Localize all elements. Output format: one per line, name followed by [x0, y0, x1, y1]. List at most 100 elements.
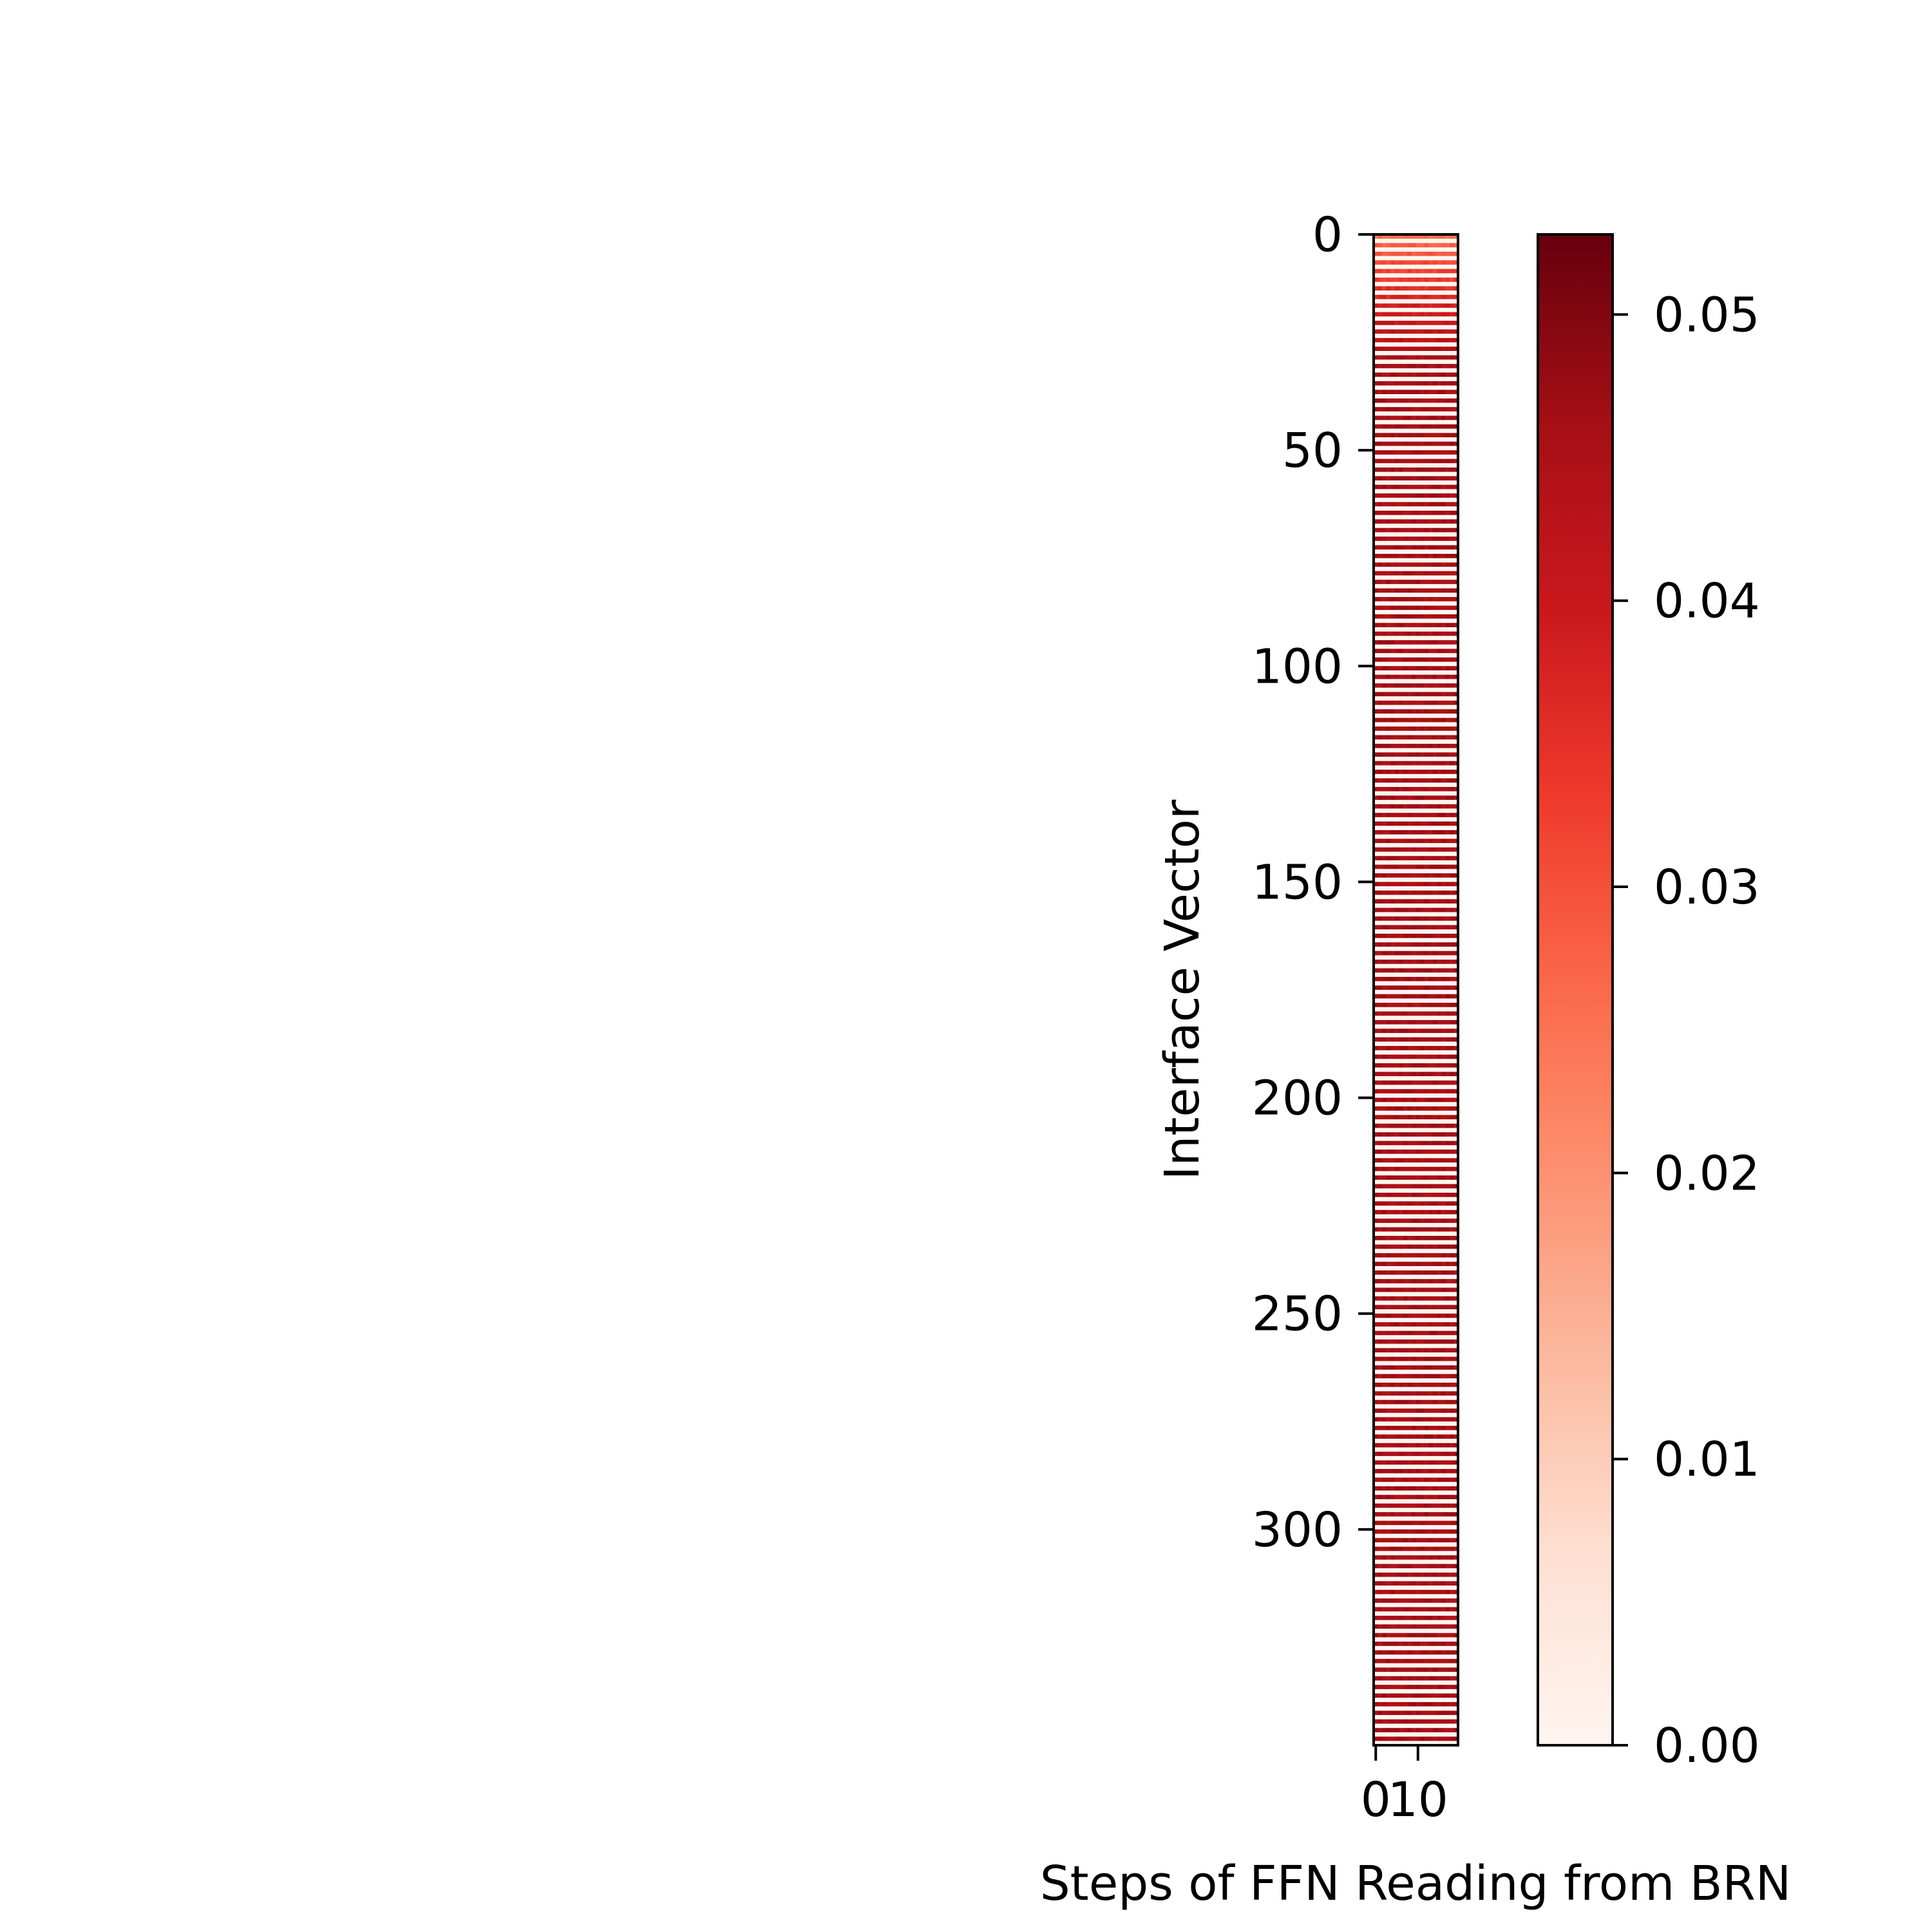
heatmap-cell — [1399, 493, 1404, 498]
heatmap-cell — [1378, 1033, 1383, 1038]
heatmap-cell — [1445, 1296, 1450, 1302]
heatmap-cell — [1399, 450, 1404, 455]
heatmap-cell — [1394, 1050, 1399, 1056]
heatmap-cell — [1411, 424, 1417, 430]
heatmap-cell — [1407, 415, 1412, 421]
heatmap-cell — [1411, 636, 1417, 641]
heatmap-cell — [1424, 592, 1429, 598]
heatmap-cell — [1449, 372, 1455, 377]
heatmap-cell — [1420, 260, 1425, 265]
heatmap-cell — [1378, 705, 1383, 710]
heatmap-cell — [1382, 506, 1387, 511]
heatmap-cell — [1386, 714, 1391, 719]
heatmap-cell — [1411, 795, 1417, 800]
heatmap-cell — [1416, 381, 1421, 386]
heatmap-cell — [1420, 290, 1425, 296]
heatmap-cell — [1428, 1158, 1434, 1163]
heatmap-cell — [1428, 480, 1434, 486]
heatmap-cell — [1382, 489, 1387, 494]
heatmap-cell — [1420, 450, 1425, 455]
heatmap-cell — [1449, 916, 1455, 922]
heatmap-cell — [1432, 346, 1437, 352]
heatmap-cell — [1416, 778, 1421, 783]
heatmap-cell — [1432, 666, 1437, 671]
heatmap-cell — [1428, 428, 1434, 433]
heatmap-cell — [1386, 692, 1391, 697]
heatmap-cell — [1416, 696, 1421, 701]
heatmap-cell — [1454, 770, 1459, 775]
heatmap-cell — [1454, 709, 1459, 714]
heatmap-cell — [1374, 549, 1379, 554]
heatmap-cell — [1428, 864, 1434, 869]
heatmap-cell — [1390, 325, 1396, 330]
heatmap-cell — [1449, 467, 1455, 473]
heatmap-cell — [1399, 864, 1404, 869]
heatmap-cell — [1441, 735, 1446, 740]
heatmap-cell — [1374, 428, 1379, 433]
heatmap-cell — [1449, 532, 1455, 537]
heatmap-cell — [1449, 592, 1455, 598]
heatmap-cell — [1390, 821, 1396, 826]
heatmap-cell — [1449, 234, 1455, 240]
heatmap-cell — [1437, 502, 1442, 507]
heatmap-cell — [1437, 238, 1442, 243]
heatmap-cell — [1403, 877, 1408, 883]
heatmap-cell — [1394, 381, 1399, 386]
heatmap-cell — [1382, 411, 1387, 417]
heatmap-cell — [1449, 856, 1455, 861]
heatmap-cell — [1445, 972, 1450, 978]
heatmap-cell — [1399, 402, 1404, 408]
heatmap-cell — [1390, 912, 1396, 917]
heatmap-cell — [1399, 510, 1404, 516]
heatmap-cell — [1416, 683, 1421, 688]
heatmap-cell — [1441, 1231, 1446, 1236]
heatmap-cell — [1416, 554, 1421, 559]
heatmap-cell — [1403, 1011, 1408, 1016]
heatmap-cell — [1374, 411, 1379, 417]
heatmap-cell — [1441, 1265, 1446, 1271]
heatmap-cell — [1399, 428, 1404, 433]
heatmap-cell — [1411, 1184, 1417, 1189]
heatmap-cell — [1432, 1136, 1437, 1142]
heatmap-cell — [1445, 640, 1450, 645]
heatmap-cell — [1428, 424, 1434, 430]
heatmap-cell — [1432, 907, 1437, 913]
heatmap-cell — [1374, 1244, 1379, 1249]
heatmap-cell — [1403, 1046, 1408, 1051]
heatmap-cell — [1403, 506, 1408, 511]
heatmap-cell — [1403, 1309, 1408, 1314]
heatmap-cell — [1390, 1033, 1396, 1038]
heatmap-cell — [1445, 256, 1450, 261]
heatmap-cell — [1378, 497, 1383, 503]
heatmap-cell — [1420, 1175, 1425, 1180]
heatmap-cell — [1449, 1279, 1455, 1284]
heatmap-cell — [1378, 981, 1383, 986]
heatmap-cell — [1378, 243, 1383, 248]
heatmap-cell — [1407, 355, 1412, 360]
heatmap-cell — [1416, 1115, 1421, 1120]
heatmap-cell — [1382, 636, 1387, 641]
heatmap-cell — [1378, 337, 1383, 343]
heatmap-cell — [1432, 614, 1437, 620]
heatmap-cell — [1424, 1059, 1429, 1064]
heatmap-cell — [1445, 1300, 1450, 1305]
heatmap-cell — [1411, 359, 1417, 365]
heatmap-cell — [1432, 580, 1437, 585]
heatmap-cell — [1437, 610, 1442, 615]
heatmap-cell — [1424, 1231, 1429, 1236]
heatmap-cell — [1416, 1158, 1421, 1163]
heatmap-cell — [1424, 575, 1429, 580]
heatmap-cell — [1394, 411, 1399, 417]
heatmap-cell — [1374, 1080, 1379, 1086]
heatmap-cell — [1378, 813, 1383, 818]
heatmap-cell — [1390, 536, 1396, 542]
heatmap-cell — [1399, 765, 1404, 770]
heatmap-cell — [1445, 575, 1450, 580]
heatmap-cell — [1411, 1218, 1417, 1224]
heatmap-cell — [1374, 515, 1379, 520]
heatmap-cell — [1374, 1059, 1379, 1064]
heatmap-cell — [1390, 441, 1396, 447]
heatmap-cell — [1390, 307, 1396, 313]
heatmap-cell — [1424, 1309, 1429, 1314]
heatmap-cell — [1378, 1150, 1383, 1155]
